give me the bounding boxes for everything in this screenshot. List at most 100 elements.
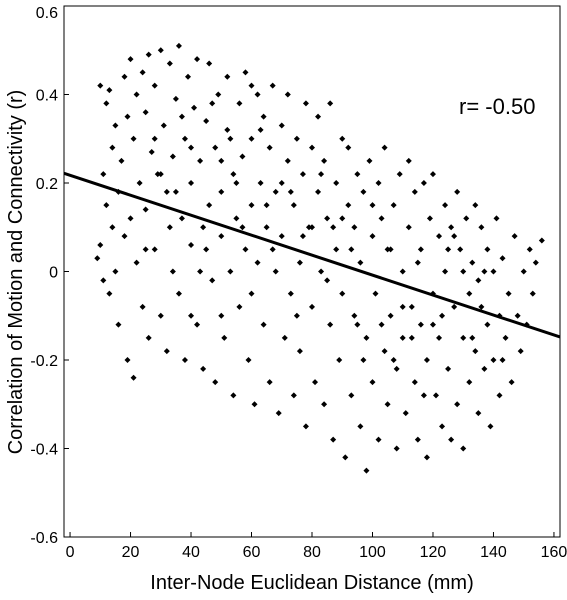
scatter-point-162 [408, 303, 415, 310]
scatter-point-48 [178, 215, 185, 222]
scatter-point-82 [248, 135, 255, 142]
scatter-point-44 [169, 268, 176, 275]
scatter-point-158 [399, 334, 406, 341]
scatter-point-269 [248, 82, 255, 89]
scatter-point-254 [318, 171, 325, 178]
scatter-point-11 [112, 122, 119, 129]
scatter-point-144 [372, 290, 379, 297]
x-axis-ticks: 0 20 40 60 80 100 120 140 160 [66, 532, 567, 561]
scatter-point-99 [281, 334, 288, 341]
scatter-point-57 [197, 157, 204, 164]
y-tick-label-5: 0.4 [36, 88, 58, 105]
scatter-point-104 [290, 392, 297, 399]
scatter-point-179 [442, 268, 449, 275]
scatter-point-150 [384, 401, 391, 408]
regression-line [64, 171, 560, 339]
scatter-point-63 [209, 277, 216, 284]
scatter-point-185 [454, 401, 461, 408]
scatter-point-174 [433, 392, 439, 399]
y-tick-label-4: 0.2 [36, 176, 58, 193]
scatter-point-230 [309, 224, 315, 231]
scatter-point-1 [97, 82, 104, 89]
scatter-point-160 [405, 224, 412, 231]
scatter-point-53 [188, 241, 195, 248]
scatter-point-119 [321, 157, 328, 164]
scatter-point-98 [278, 233, 285, 240]
scatter-point-10 [109, 144, 116, 151]
scatter-point-156 [396, 171, 403, 178]
scatter-point-90 [263, 224, 270, 231]
y-tick-label-0: -0.6 [30, 530, 58, 547]
scatter-point-47 [175, 290, 182, 297]
scatter-point-121 [327, 321, 334, 328]
scatter-point-0 [94, 255, 101, 262]
scatter-point-86 [254, 259, 261, 266]
scatter-point-255 [330, 224, 337, 231]
scatter-point-74 [230, 392, 237, 399]
scatter-point-107 [296, 348, 303, 355]
scatter-point-27 [139, 69, 146, 76]
scatter-point-37 [157, 47, 164, 54]
scatter-point-95 [272, 188, 279, 195]
x-tick-label-6: 120 [420, 544, 447, 561]
scatter-point-136 [357, 423, 364, 430]
scatter-point-102 [287, 290, 294, 297]
scatter-point-134 [351, 312, 358, 319]
scatter-point-46 [175, 42, 182, 49]
scatter-point-220 [157, 171, 164, 178]
scatter-point-213 [517, 348, 524, 355]
scatter-point-5 [103, 202, 110, 209]
scatter-point-258 [378, 321, 385, 328]
scatter-point-84 [251, 401, 258, 408]
scatter-point-161 [405, 157, 412, 164]
scatter-point-79 [242, 69, 249, 76]
scatter-point-197 [478, 224, 485, 231]
scatter-point-131 [345, 144, 352, 151]
scatter-point-94 [272, 268, 279, 275]
scatter-point-25 [133, 259, 140, 266]
scatter-point-93 [269, 82, 276, 89]
x-tick-label-1: 20 [122, 544, 140, 561]
scatter-point-61 [206, 202, 213, 209]
scatter-point-81 [245, 357, 252, 363]
scatter-point-251 [269, 246, 276, 253]
scatter-point-33 [148, 149, 155, 156]
scatter-point-190 [466, 290, 473, 297]
scatter-point-9 [109, 224, 116, 231]
x-tick-label-3: 60 [243, 544, 261, 561]
scatter-point-250 [257, 126, 264, 133]
scatter-point-96 [275, 410, 282, 417]
scatter-point-58 [200, 224, 207, 231]
scatter-point-163 [411, 379, 418, 386]
scatter-point-111 [305, 224, 312, 231]
scatter-point-157 [399, 268, 406, 275]
scatter-point-92 [266, 379, 273, 386]
scatter-point-146 [375, 436, 382, 443]
scatter-point-123 [330, 436, 337, 443]
scatter-point-171 [426, 215, 433, 222]
scatter-point-208 [502, 334, 509, 341]
scatter-point-268 [218, 312, 225, 319]
scatter-point-237 [414, 259, 421, 266]
scatter-point-216 [526, 246, 533, 253]
scatter-point-226 [248, 290, 255, 297]
scatter-point-243 [151, 135, 158, 142]
scatter-point-42 [166, 60, 173, 67]
x-tick-label-0: 0 [66, 544, 75, 561]
scatter-point-206 [496, 392, 503, 399]
scatter-point-189 [463, 215, 470, 222]
scatter-point-41 [163, 348, 170, 355]
x-axis-label: Inter-Node Euclidean Distance (mm) [150, 572, 473, 594]
scatter-point-87 [257, 180, 264, 186]
scatter-point-18 [124, 357, 131, 363]
scatter-point-22 [130, 374, 137, 381]
scatter-point-200 [484, 321, 491, 328]
scatter-point-88 [260, 321, 267, 328]
scatter-point-152 [387, 312, 394, 319]
scatter-point-149 [381, 144, 388, 151]
scatter-point-35 [151, 82, 158, 89]
scatter-point-203 [490, 357, 497, 363]
y-axis-label: Correlation of Motion and Connectivity (… [5, 90, 27, 455]
scatter-point-7 [106, 87, 113, 94]
